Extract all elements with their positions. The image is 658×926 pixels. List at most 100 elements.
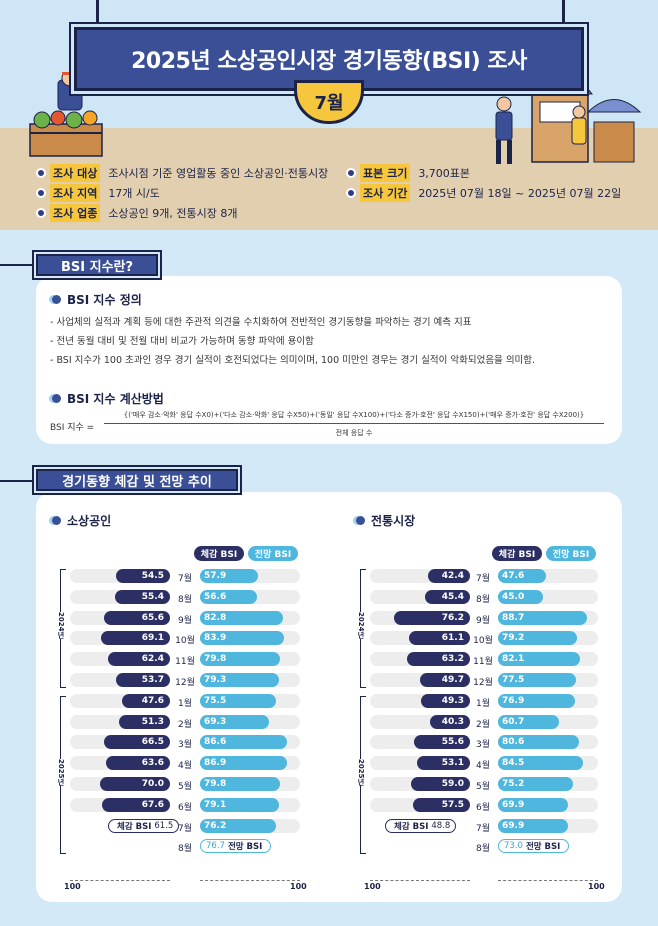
forecast-bar: 69.9 bbox=[498, 818, 568, 833]
axis-label-left: 100 bbox=[64, 882, 81, 891]
axis-label-right: 100 bbox=[588, 882, 605, 891]
bsi-def-bullet-3: - BSI 지수가 100 초과인 경우 경기 실적이 호전되었다는 의미이며,… bbox=[50, 355, 536, 366]
forecast-bar: 57.9 bbox=[200, 569, 258, 583]
vegetable-stall-illustration bbox=[29, 72, 103, 157]
callout-value: 73.0 bbox=[504, 841, 523, 852]
month-label: 1월 bbox=[475, 698, 490, 709]
legend-forecast: 전망 BSI bbox=[248, 546, 298, 561]
info-target: 조사 대상 조사시점 기준 영업활동 중인 소상공인·전통시장 bbox=[36, 164, 328, 182]
actual-bar: 42.4 bbox=[427, 569, 470, 583]
month-label: 11월 bbox=[175, 657, 195, 668]
bullet-dot-icon bbox=[356, 516, 365, 525]
forecast-bar: 79.8 bbox=[200, 652, 280, 667]
actual-bar: 53.1 bbox=[416, 756, 470, 771]
month-label: 6월 bbox=[177, 802, 192, 813]
month-label: 9월 bbox=[475, 615, 490, 626]
month-label: 2월 bbox=[475, 719, 490, 730]
callout-label: 체감 BSI bbox=[117, 821, 152, 832]
chart-title: 소상공인 bbox=[52, 512, 111, 529]
bullet-dot-icon bbox=[346, 188, 356, 198]
section-line bbox=[0, 480, 36, 482]
month-label: 4월 bbox=[475, 761, 490, 772]
axis-dashed-line-right bbox=[200, 880, 300, 881]
actual-callout: 체감 BSI 48.8 bbox=[385, 818, 457, 833]
forecast-bar: 45.0 bbox=[498, 589, 543, 604]
month-label: 7월 bbox=[177, 823, 192, 834]
month-label: 8월 bbox=[475, 844, 490, 855]
forecast-bar: 86.6 bbox=[200, 735, 287, 750]
bsi-section-heading: BSI 지수란? bbox=[36, 254, 158, 276]
forecast-bar: 79.8 bbox=[200, 777, 280, 791]
info-sample: 표본 크기 3,700표본 bbox=[346, 164, 470, 182]
axis-dashed-line-right bbox=[498, 880, 598, 881]
bsi-calc-title: BSI 지수 계산방법 bbox=[52, 390, 164, 407]
forecast-bar: 79.1 bbox=[200, 797, 280, 812]
actual-bar: 51.3 bbox=[118, 714, 170, 729]
month-label: 11월 bbox=[473, 657, 493, 668]
actual-bar: 54.5 bbox=[115, 569, 170, 583]
month-label: 8월 bbox=[177, 594, 192, 605]
month-label: 10월 bbox=[175, 636, 195, 647]
bsi-def-title: BSI 지수 정의 bbox=[52, 291, 142, 308]
month-label: 3월 bbox=[177, 740, 192, 751]
callout-value: 76.7 bbox=[206, 841, 225, 852]
bsi-calc-title-text: BSI 지수 계산방법 bbox=[67, 392, 164, 406]
callout-label: 전망 BSI bbox=[227, 842, 263, 853]
actual-bar: 76.2 bbox=[393, 610, 470, 625]
info-period: 조사 기간 2025년 07월 18일 ~ 2025년 07월 22일 bbox=[346, 184, 621, 202]
actual-bar: 55.6 bbox=[414, 735, 470, 750]
report-title: 2025년 소상공인시장 경기동향(BSI) 조사 bbox=[131, 49, 527, 74]
year-label-2025: 2025년 bbox=[56, 759, 66, 786]
chart-title-text: 전통시장 bbox=[371, 514, 416, 528]
header-banner: 2025년 소상공인시장 경기동향(BSI) 조사 7월 조사 대상 조사시점 … bbox=[0, 0, 658, 230]
forecast-bar: 75.5 bbox=[200, 693, 276, 708]
forecast-bar: 75.2 bbox=[498, 777, 574, 791]
actual-bar: 40.3 bbox=[429, 714, 470, 729]
info-period-value: 2025년 07월 18일 ~ 2025년 07월 22일 bbox=[418, 187, 622, 200]
year-label-2024: 2024년 bbox=[56, 612, 66, 639]
forecast-bar: 80.6 bbox=[498, 735, 579, 750]
info-region: 조사 지역 17개 시/도 bbox=[36, 184, 160, 202]
month-label: 8월 bbox=[177, 844, 192, 855]
forecast-bar: 82.1 bbox=[498, 652, 581, 667]
axis-label-right: 100 bbox=[290, 882, 307, 891]
bsi-def-bullet-1: - 사업체의 실적과 계획 등에 대한 주관적 의견을 수치화하여 전반적인 경… bbox=[50, 317, 472, 328]
formula-numerator: {('매우 감소·악화' 응답 수X0)+('다소 감소·악화' 응답 수X50… bbox=[123, 411, 585, 419]
month-label: 5월 bbox=[475, 782, 490, 792]
actual-bar: 49.7 bbox=[420, 673, 470, 687]
forecast-bar: 76.2 bbox=[200, 818, 277, 833]
forecast-bar: 86.9 bbox=[200, 756, 287, 771]
bullet-dot-icon bbox=[52, 394, 61, 403]
actual-bar: 57.5 bbox=[412, 797, 470, 812]
bsi-def-bullet-2: - 전년 동월 대비 및 전월 대비 비교가 가능하며 동향 파악에 용이함 bbox=[50, 336, 314, 347]
forecast-bar: 76.9 bbox=[498, 693, 575, 708]
callout-value: 61.5 bbox=[154, 820, 174, 831]
bullet-dot-icon bbox=[346, 168, 356, 178]
info-sample-value: 3,700표본 bbox=[418, 167, 471, 180]
actual-bar: 47.6 bbox=[122, 693, 170, 708]
forecast-bar: 69.9 bbox=[498, 797, 568, 812]
callout-label: 전망 BSI bbox=[525, 842, 561, 853]
info-region-key: 조사 지역 bbox=[50, 184, 101, 202]
actual-bar: 49.3 bbox=[420, 693, 470, 708]
axis-label-left: 100 bbox=[364, 882, 381, 891]
actual-bar: 62.4 bbox=[107, 652, 170, 667]
forecast-bar: 82.8 bbox=[200, 610, 283, 625]
trend-section-heading: 경기동향 체감 및 전망 추이 bbox=[36, 469, 238, 491]
callout-label: 체감 BSI bbox=[394, 821, 429, 832]
section-line bbox=[0, 264, 36, 266]
month-label: 8월 bbox=[475, 594, 490, 605]
market-stand-illustration bbox=[495, 83, 642, 164]
bsi-def-title-text: BSI 지수 정의 bbox=[67, 293, 142, 307]
forecast-bar: 77.5 bbox=[498, 673, 576, 687]
forecast-callout: 73.0 전망 BSI bbox=[498, 839, 570, 854]
month-label: 2월 bbox=[177, 719, 192, 730]
month-label: 12월 bbox=[175, 678, 195, 688]
bullet-dot-icon bbox=[36, 168, 46, 178]
month-label: 3월 bbox=[475, 740, 490, 751]
month-label: 5월 bbox=[177, 782, 192, 792]
actual-bar: 67.6 bbox=[102, 797, 170, 812]
formula-fraction-bar bbox=[104, 423, 604, 424]
year-label-2025: 2025년 bbox=[356, 759, 366, 786]
bsi-definition-panel bbox=[36, 276, 622, 444]
